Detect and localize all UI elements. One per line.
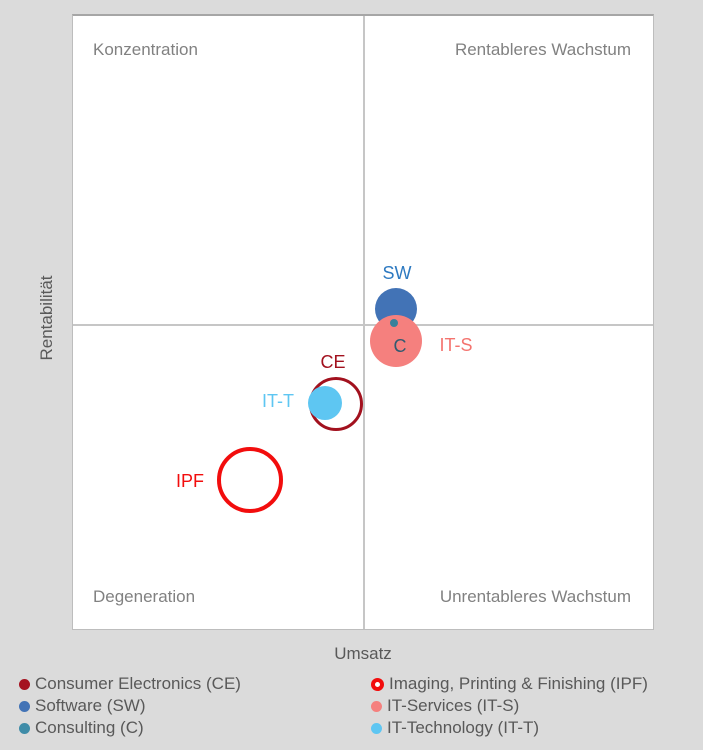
quadrant-label-bottom-left: Degeneration: [93, 587, 196, 606]
legend-ring-icon: [371, 677, 384, 691]
legend-item-label: Consulting (C): [35, 718, 144, 737]
legend-item: Consulting (C): [19, 717, 241, 739]
legend-dot-icon: [371, 722, 382, 734]
legend-dot-icon: [371, 700, 382, 712]
c-label: C: [393, 336, 407, 356]
ipf-bubble: [217, 447, 283, 513]
legend-item-label: Software (SW): [35, 696, 146, 715]
legend-item: Consumer Electronics (CE): [19, 673, 241, 695]
legend-item-label: Imaging, Printing & Finishing (IPF): [389, 674, 648, 693]
sw-label: SW: [382, 263, 412, 283]
ipf-label: IPF: [175, 471, 205, 491]
legend-column-left: Consumer Electronics (CE) Software (SW) Co…: [19, 673, 241, 739]
legend-column-right: Imaging, Printing & Finishing (IPF) IT-Se…: [371, 673, 648, 739]
ce-label: CE: [320, 352, 346, 372]
legend-item: IT-Technology (IT-T): [371, 717, 648, 739]
plot-area: Konzentration Rentableres Wachstum Degen…: [72, 14, 654, 630]
legend-item-label: IT-Technology (IT-T): [387, 718, 540, 737]
legend-item: IT-Services (IT-S): [371, 695, 648, 717]
quadrant-label-bottom-right: Unrentableres Wachstum: [439, 587, 631, 606]
quadrant-horizontal-divider: [73, 324, 653, 326]
y-axis-label: Rentabilität: [37, 275, 56, 361]
legend-dot-icon: [19, 722, 30, 734]
it-t-label: IT-T: [262, 391, 294, 411]
quadrant-label-top-right: Rentableres Wachstum: [454, 40, 631, 59]
it-t-bubble: [308, 386, 342, 420]
it-s-label: IT-S: [439, 335, 473, 355]
legend-item: Software (SW): [19, 695, 241, 717]
legend-dot-icon: [19, 678, 30, 690]
c-bubble: [390, 319, 398, 327]
quadrant-vertical-divider: [363, 16, 365, 629]
quadrant-label-top-left: Konzentration: [93, 40, 198, 59]
legend-item-label: IT-Services (IT-S): [387, 696, 520, 715]
legend-item: Imaging, Printing & Finishing (IPF): [371, 673, 648, 695]
legend-dot-icon: [19, 700, 30, 712]
legend-item-label: Consumer Electronics (CE): [35, 674, 241, 693]
x-axis-label: Umsatz: [334, 644, 392, 663]
